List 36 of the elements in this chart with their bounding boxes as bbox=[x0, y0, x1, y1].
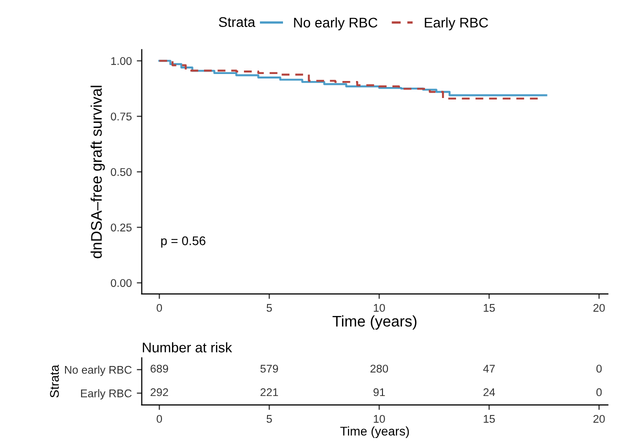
x-tick-label: 0 bbox=[156, 414, 162, 423]
legend-title: Strata bbox=[218, 17, 256, 28]
data-label: 47 bbox=[483, 364, 495, 373]
x-tick-label: 20 bbox=[593, 304, 605, 312]
y-tick-label: No early RBC bbox=[65, 366, 132, 376]
annotation: p = 0.56 bbox=[161, 236, 206, 248]
x-tick-label: 15 bbox=[484, 415, 495, 423]
data-label: 0 bbox=[596, 388, 602, 396]
y-tick-label: 1.00 bbox=[111, 57, 132, 65]
x-tick-label: 5 bbox=[266, 304, 272, 312]
data-label: 689 bbox=[150, 364, 168, 373]
y-axis-title: Strata bbox=[50, 364, 59, 398]
data-label: 24 bbox=[484, 388, 495, 396]
y-tick-label: Early RBC bbox=[81, 389, 132, 400]
x-tick-label: 10 bbox=[374, 414, 385, 423]
x-axis-title: Time (years) bbox=[332, 315, 416, 330]
x-tick-label: 15 bbox=[484, 304, 495, 312]
x-tick-label: 10 bbox=[374, 304, 385, 312]
data-label: 0 bbox=[596, 364, 602, 373]
y-axis-title: dnDSA–free graft survival bbox=[90, 86, 105, 258]
x-tick-label: 5 bbox=[266, 415, 272, 423]
y-tick-label: 0.75 bbox=[110, 112, 132, 120]
x-tick-label: 20 bbox=[593, 414, 605, 423]
y-tick-label: 0.25 bbox=[110, 224, 132, 232]
chart-title: Number at risk bbox=[142, 342, 232, 352]
x-axis-title: Time (years) bbox=[340, 426, 409, 438]
data-label: 280 bbox=[370, 364, 388, 373]
data-label: 579 bbox=[260, 364, 278, 373]
data-label: 221 bbox=[260, 388, 278, 396]
data-label: 292 bbox=[150, 388, 168, 396]
legend-label: No early RBC bbox=[294, 17, 378, 30]
y-tick-label: 0.00 bbox=[110, 279, 132, 287]
legend-label: Early RBC bbox=[424, 17, 488, 30]
x-tick-label: 0 bbox=[156, 304, 162, 312]
data-label: 91 bbox=[374, 388, 385, 396]
y-tick-label: 0.50 bbox=[110, 168, 132, 176]
